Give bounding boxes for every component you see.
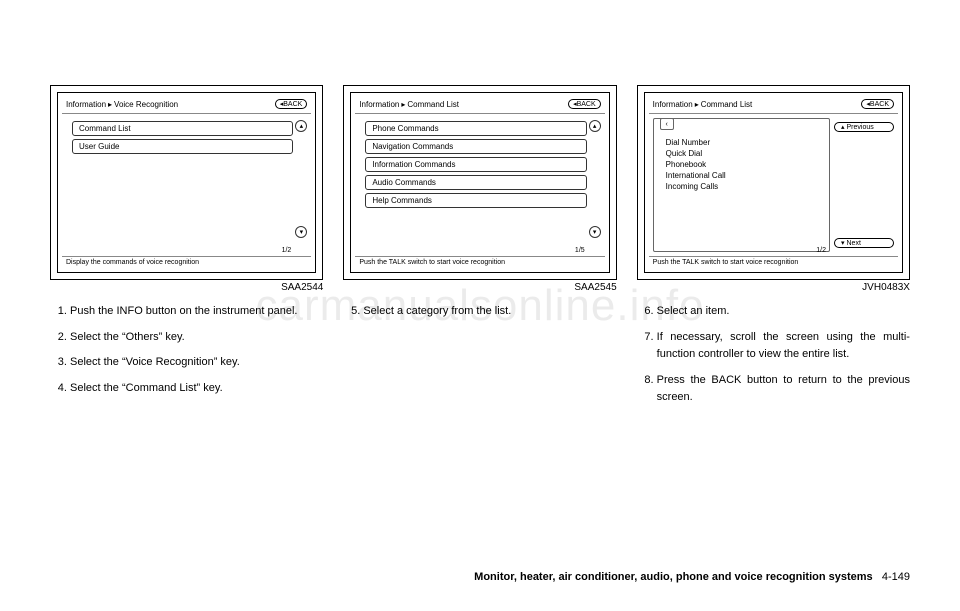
scroll-down-icon: ▾ (295, 226, 307, 238)
figure-label-3: JVH0483X (637, 282, 910, 293)
instructions-1: Push the INFO button on the instrument p… (50, 303, 323, 405)
back-button-3: ◂BACK (861, 99, 894, 109)
step-4: Select the “Command List” key. (70, 380, 323, 398)
menu-item-nav: Navigation Commands (365, 139, 586, 154)
back-button-2: ◂BACK (568, 99, 601, 109)
screen-3: Information ▸ Command List ◂BACK ‹ Dial … (637, 85, 910, 280)
breadcrumb-1a: Information (66, 100, 106, 109)
step-8: Press the BACK button to return to the p… (657, 372, 910, 407)
list-phonebook: Phonebook (660, 159, 823, 170)
page-indicator-1: 1/2 (282, 247, 292, 254)
prev-label: Previous (847, 124, 874, 131)
list-incoming: Incoming Calls (660, 181, 823, 192)
steps-list-2: Select a category from the list. (343, 303, 616, 321)
menu-item-user-guide: User Guide (72, 139, 293, 154)
screen-footer-3: Push the TALK switch to start voice reco… (649, 257, 898, 268)
steps-list-3: Select an item. If necessary, scroll the… (637, 303, 910, 407)
back-button-1: ◂BACK (275, 99, 308, 109)
tab-icon: ‹ (660, 118, 674, 130)
breadcrumb-row-1: Information ▸ Voice Recognition ◂BACK (62, 97, 311, 113)
back-label: BACK (577, 101, 596, 108)
next-button: ▾ Next (834, 238, 894, 248)
step-2: Select the “Others” key. (70, 329, 323, 347)
breadcrumb-row-2: Information ▸ Command List ◂BACK (355, 97, 604, 113)
footer-section: Monitor, heater, air conditioner, audio,… (474, 571, 873, 583)
page-indicator-3: 1/2 (816, 247, 826, 254)
screen-2: Information ▸ Command List ◂BACK Phone C… (343, 85, 616, 280)
screen-2-inner: Information ▸ Command List ◂BACK Phone C… (350, 92, 609, 273)
scroll-up-icon: ▴ (589, 120, 601, 132)
step-6: Select an item. (657, 303, 910, 321)
list-quick: Quick Dial (660, 148, 823, 159)
instructions-3: Select an item. If necessary, scroll the… (637, 303, 910, 415)
footer-page: 4-149 (882, 571, 910, 583)
step-7: If necessary, scroll the screen using th… (657, 329, 910, 364)
scroll-up-icon: ▴ (295, 120, 307, 132)
prev-next-panel: ▴ Previous ▾ Next (834, 118, 894, 252)
instructions-2: Select a category from the list. (343, 303, 616, 329)
screen-3-inner: Information ▸ Command List ◂BACK ‹ Dial … (644, 92, 903, 273)
step-3: Select the “Voice Recognition” key. (70, 354, 323, 372)
menu-item-help: Help Commands (365, 193, 586, 208)
screen-1: Information ▸ Voice Recognition ◂BACK Co… (50, 85, 323, 280)
figure-label-2: SAA2545 (343, 282, 616, 293)
menu-item-info: Information Commands (365, 157, 586, 172)
next-label: Next (847, 240, 861, 247)
breadcrumb-3b: Command List (701, 100, 753, 109)
menu-item-phone: Phone Commands (365, 121, 586, 136)
breadcrumb-2b: Command List (407, 100, 459, 109)
list-intl: International Call (660, 170, 823, 181)
step-1: Push the INFO button on the instrument p… (70, 303, 323, 321)
figure-label-1: SAA2544 (50, 282, 323, 293)
list-dial: Dial Number (660, 137, 823, 148)
column-1: Information ▸ Voice Recognition ◂BACK Co… (50, 85, 323, 415)
page-indicator-2: 1/5 (575, 247, 585, 254)
back-label: BACK (283, 101, 302, 108)
screen-1-inner: Information ▸ Voice Recognition ◂BACK Co… (57, 92, 316, 273)
breadcrumb-2: Information ▸ Command List (359, 100, 459, 109)
breadcrumb-sep-icon: ▸ (108, 100, 112, 109)
breadcrumb-2a: Information (359, 100, 399, 109)
menu-body-1: Command List User Guide ▴ ▾ 1/2 (62, 113, 311, 257)
page-content: Information ▸ Voice Recognition ◂BACK Co… (0, 0, 960, 455)
scroll-down-icon: ▾ (589, 226, 601, 238)
breadcrumb-sep-icon: ▸ (401, 100, 405, 109)
breadcrumb-sep-icon: ▸ (695, 100, 699, 109)
screen-footer-2: Push the TALK switch to start voice reco… (355, 257, 604, 268)
page-footer: Monitor, heater, air conditioner, audio,… (474, 571, 910, 583)
column-2: Information ▸ Command List ◂BACK Phone C… (343, 85, 616, 415)
list-panel-3: ‹ Dial Number Quick Dial Phonebook Inter… (653, 118, 830, 252)
previous-button: ▴ Previous (834, 122, 894, 132)
breadcrumb-1: Information ▸ Voice Recognition (66, 100, 178, 109)
breadcrumb-3a: Information (653, 100, 693, 109)
breadcrumb-1b: Voice Recognition (114, 100, 178, 109)
screen-footer-1: Display the commands of voice recognitio… (62, 257, 311, 268)
breadcrumb-3: Information ▸ Command List (653, 100, 753, 109)
menu-body-3: ‹ Dial Number Quick Dial Phonebook Inter… (649, 113, 898, 257)
breadcrumb-row-3: Information ▸ Command List ◂BACK (649, 97, 898, 113)
menu-item-audio: Audio Commands (365, 175, 586, 190)
step-5: Select a category from the list. (363, 303, 616, 321)
menu-item-command-list: Command List (72, 121, 293, 136)
menu-body-2: Phone Commands Navigation Commands Infor… (355, 113, 604, 257)
column-3: Information ▸ Command List ◂BACK ‹ Dial … (637, 85, 910, 415)
back-label: BACK (870, 101, 889, 108)
